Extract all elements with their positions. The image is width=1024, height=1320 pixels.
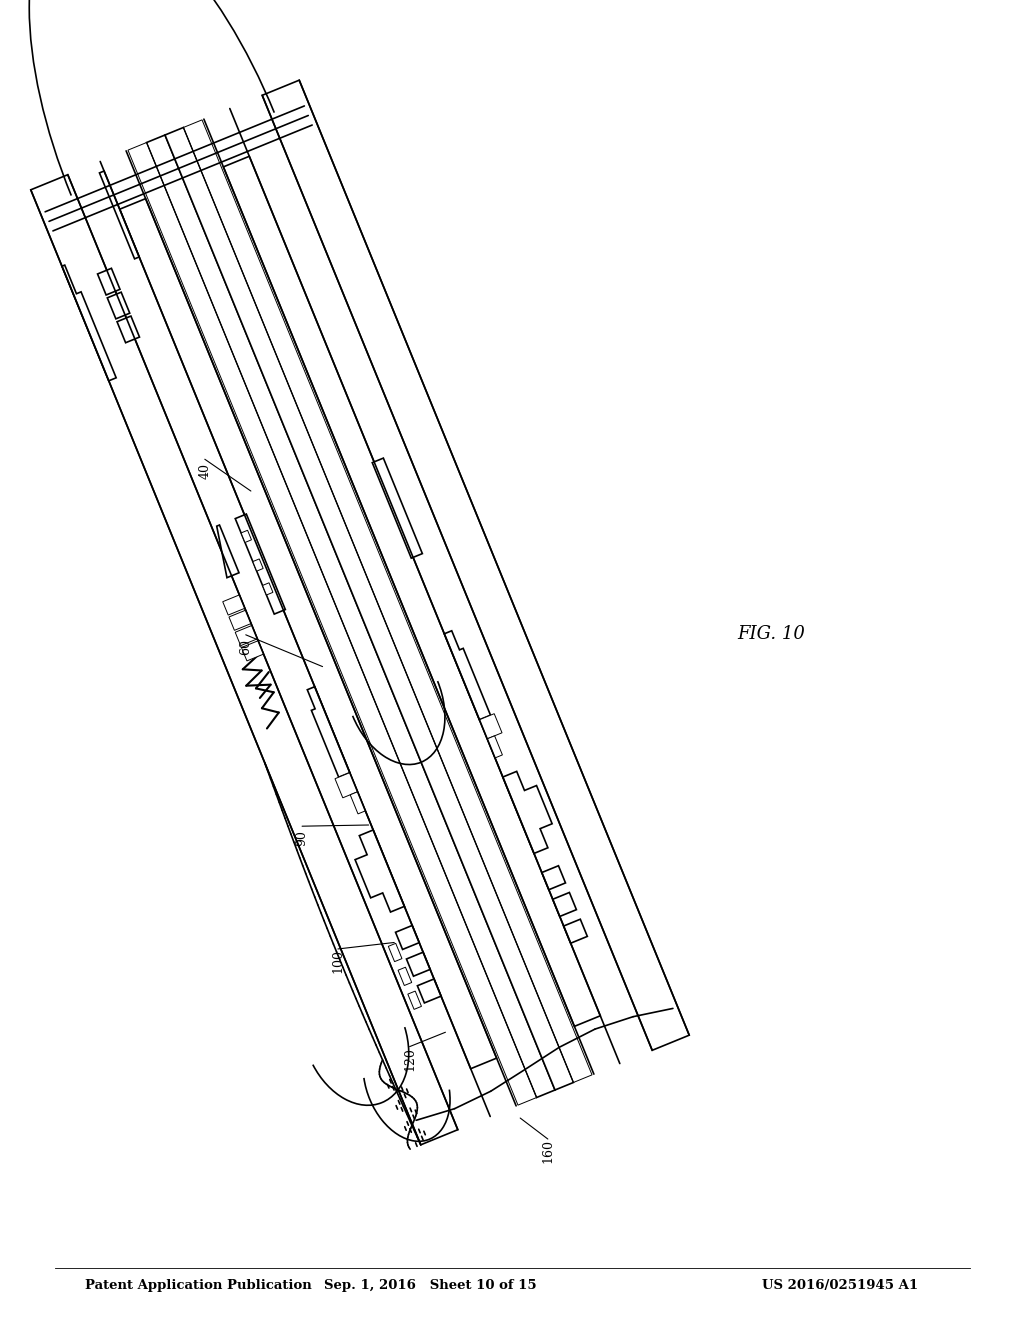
Polygon shape <box>373 458 422 558</box>
Polygon shape <box>262 81 689 1051</box>
Polygon shape <box>355 830 404 912</box>
Text: 60: 60 <box>240 639 252 655</box>
Polygon shape <box>335 772 357 797</box>
Polygon shape <box>395 925 419 949</box>
Text: 160: 160 <box>542 1139 554 1163</box>
Polygon shape <box>99 172 139 259</box>
Polygon shape <box>388 944 402 962</box>
Polygon shape <box>183 120 592 1082</box>
Polygon shape <box>350 792 366 814</box>
Polygon shape <box>503 771 552 854</box>
Polygon shape <box>262 583 273 595</box>
Text: 90: 90 <box>296 830 308 846</box>
Polygon shape <box>495 758 503 777</box>
Polygon shape <box>487 735 503 758</box>
Polygon shape <box>479 714 502 739</box>
Polygon shape <box>398 968 412 986</box>
Polygon shape <box>120 198 497 1069</box>
Polygon shape <box>236 513 286 614</box>
Polygon shape <box>62 265 116 380</box>
Polygon shape <box>146 135 555 1097</box>
Polygon shape <box>307 686 350 777</box>
Text: Sep. 1, 2016   Sheet 10 of 15: Sep. 1, 2016 Sheet 10 of 15 <box>324 1279 537 1291</box>
Polygon shape <box>223 595 245 615</box>
Text: 100: 100 <box>332 949 344 973</box>
Polygon shape <box>236 626 257 645</box>
Polygon shape <box>97 268 120 294</box>
Text: 120: 120 <box>403 1047 416 1071</box>
Polygon shape <box>542 866 565 890</box>
Text: 40: 40 <box>199 463 211 479</box>
Polygon shape <box>241 531 252 543</box>
Text: US 2016/0251945 A1: US 2016/0251945 A1 <box>762 1279 919 1291</box>
Polygon shape <box>418 979 441 1003</box>
Polygon shape <box>444 631 490 719</box>
Polygon shape <box>223 156 600 1027</box>
Text: Patent Application Publication: Patent Application Publication <box>85 1279 311 1291</box>
Polygon shape <box>563 919 588 944</box>
Polygon shape <box>366 810 373 830</box>
Polygon shape <box>408 991 422 1010</box>
Text: FIG. 10: FIG. 10 <box>737 624 805 643</box>
Polygon shape <box>229 610 251 631</box>
Polygon shape <box>165 128 573 1090</box>
Polygon shape <box>242 640 263 661</box>
Polygon shape <box>31 174 458 1144</box>
Polygon shape <box>217 525 239 578</box>
Polygon shape <box>553 892 577 916</box>
Polygon shape <box>128 143 537 1105</box>
Polygon shape <box>253 558 263 572</box>
Polygon shape <box>108 292 130 319</box>
Polygon shape <box>407 952 430 977</box>
Polygon shape <box>117 315 139 343</box>
